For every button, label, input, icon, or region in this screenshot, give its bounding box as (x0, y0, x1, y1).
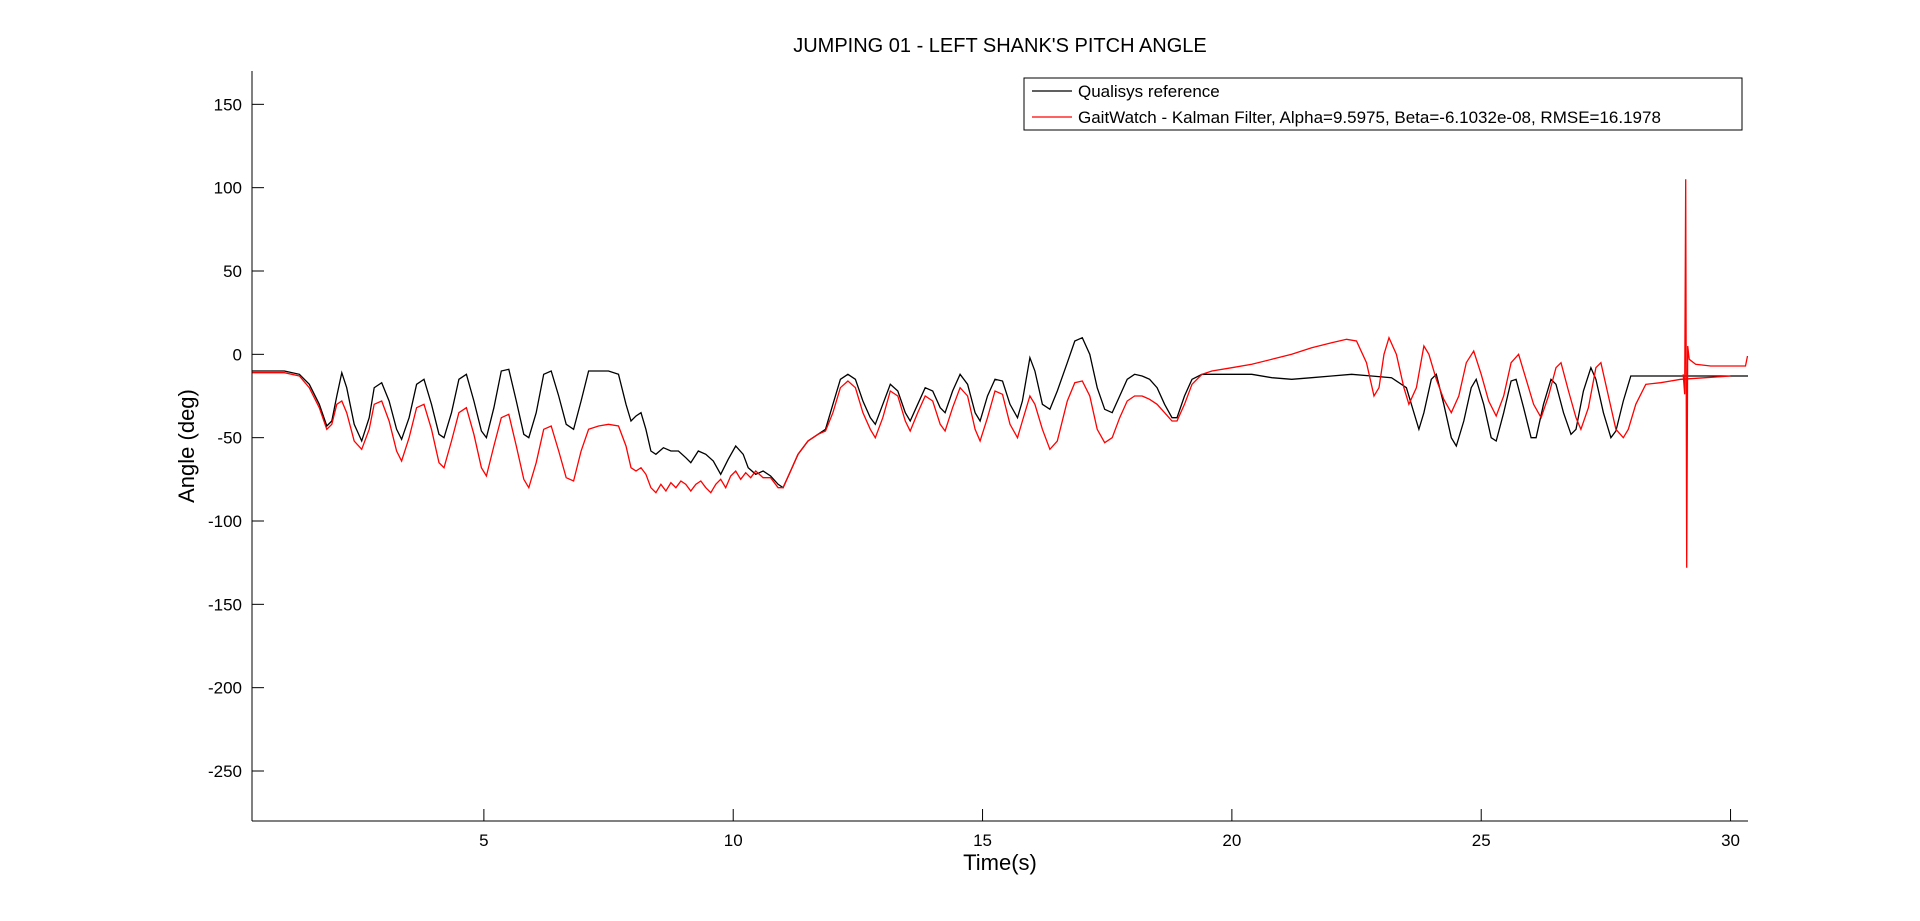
y-tick-label: -200 (208, 679, 242, 698)
series-layer (252, 179, 1749, 568)
y-tick-label: 0 (233, 345, 242, 364)
legend-box (1023, 77, 1743, 131)
series-line-1 (252, 335, 1731, 494)
chart-title: JUMPING 01 - LEFT SHANK'S PITCH ANGLE (793, 35, 1207, 57)
x-tick-label: 30 (1721, 831, 1740, 850)
y-axis-label: Angle (deg) (174, 389, 199, 503)
y-tick-label: 150 (214, 95, 242, 114)
y-tick-label: -100 (208, 512, 242, 531)
x-tick-label: 5 (479, 831, 488, 850)
legend-label-gaitwatch: GaitWatch - Kalman Filter, Alpha=9.5975,… (1078, 108, 1661, 127)
x-tick-label: 10 (724, 831, 743, 850)
legend: Qualisys reference GaitWatch - Kalman Fi… (1023, 77, 1743, 131)
axes-layer (251, 71, 1748, 822)
plot-area (252, 71, 1748, 821)
x-tick-label: 20 (1222, 831, 1241, 850)
y-tick-label: -50 (217, 429, 242, 448)
y-tick-label: -250 (208, 762, 242, 781)
series-line-0 (252, 336, 1748, 489)
x-axis-label: Time(s) (963, 850, 1037, 875)
series-line-1-spike (1682, 179, 1749, 568)
x-tick-label: 15 (973, 831, 992, 850)
ticks-layer: 150 100 50 0 -50 -100 -150 -200 -250 5 10 15 20 25 30 (208, 95, 1740, 850)
y-tick-label: 50 (223, 262, 242, 281)
y-tick-label: -150 (208, 595, 242, 614)
legend-label-qualisys: Qualisys reference (1078, 82, 1220, 101)
y-tick-label: 100 (214, 179, 242, 198)
x-tick-label: 25 (1472, 831, 1491, 850)
